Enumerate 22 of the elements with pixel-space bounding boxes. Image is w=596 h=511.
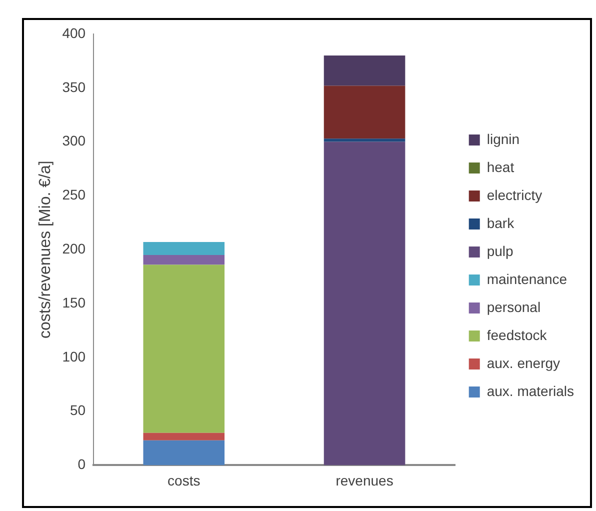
y-tick-label: 50	[70, 402, 86, 418]
legend-label: personal	[486, 298, 541, 315]
x-tick-label: revenues	[336, 472, 394, 488]
y-tick-label: 100	[62, 348, 86, 364]
legend-label: feedstock	[486, 326, 548, 343]
y-axis-title: costs/revenues [Mio. €/a]	[37, 160, 54, 339]
x-tick-label: costs	[168, 472, 200, 488]
legend-label: lignin	[486, 130, 520, 147]
y-tick-label: 250	[62, 186, 86, 203]
legend-label: aux. materials	[486, 382, 574, 399]
y-tick-label: 400	[62, 24, 86, 41]
legend-label: maintenance	[486, 270, 568, 287]
y-tick-label: 350	[62, 78, 86, 95]
y-tick-label: 200	[62, 240, 86, 256]
legend-label: pulp	[486, 242, 514, 259]
y-tick-label: 300	[62, 132, 86, 149]
y-tick-label: 150	[62, 294, 86, 310]
legend-label: electricty	[486, 186, 542, 203]
y-tick-label: 0	[78, 456, 86, 472]
legend-label: bark	[486, 214, 516, 231]
legend-label: heat	[486, 158, 514, 175]
legend-label: aux. energy	[486, 354, 560, 371]
